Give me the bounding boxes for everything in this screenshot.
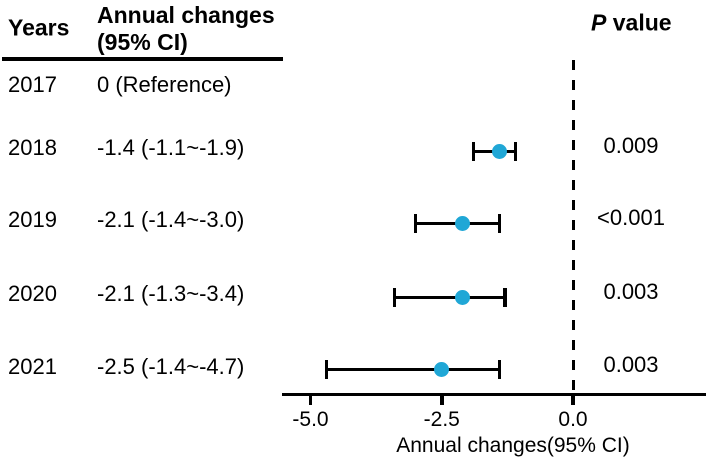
zero-reference-dashed-line [571,60,575,393]
column-header-p-rest: value [606,9,672,36]
estimate-marker-2021 [434,362,450,377]
column-header-p-value: P value [591,10,672,37]
ci-errorbar-line-2020 [394,296,505,299]
ci-cap-high-2020 [503,288,507,307]
x-tick-label--5.0: -5.0 [292,408,329,431]
row-p-value-2018: 0.009 [603,133,659,158]
header-divider-rule [2,57,283,61]
row-ci-2018: -1.4 (-1.1~-1.9) [97,135,245,160]
x-axis-label: Annual changes(95% CI) [396,434,630,457]
ci-cap-high-2021 [497,360,502,379]
x-tick-mark-0.0 [571,394,575,405]
column-header-p-italic: P [591,9,607,36]
ci-cap-low-2018 [471,141,475,161]
x-tick-label--2.5: -2.5 [423,408,460,431]
ci-errorbar-line-2021 [326,368,500,371]
row-p-value-2021: 0.003 [603,352,659,377]
column-header-annual-changes-line2: (95% CI) [97,29,188,55]
row-ci-2019: -2.1 (-1.4~-3.0) [97,207,245,232]
x-tick-label-0.0: 0.0 [558,408,588,431]
estimate-marker-2018 [492,143,507,159]
ci-cap-high-2019 [497,214,502,233]
estimate-marker-2019 [455,216,471,231]
row-ci-2021: -2.5 (-1.4~-4.7) [97,354,245,379]
ci-cap-low-2021 [324,360,328,379]
x-tick-mark--2.5 [440,394,444,405]
row-ci-2020: -2.1 (-1.3~-3.4) [97,281,245,306]
row-ci-2017: 0 (Reference) [97,72,232,97]
estimate-marker-2020 [455,290,471,305]
ci-cap-low-2020 [392,288,397,307]
row-year-2018: 2018 [8,135,57,160]
row-p-value-2020: 0.003 [603,279,659,304]
column-header-annual-changes-line1: Annual changes [97,2,275,28]
ci-cap-high-2018 [513,141,517,161]
x-tick-mark--5.0 [308,394,313,405]
row-p-value-2019: <0.001 [597,205,665,230]
column-header-years: Years [8,14,70,41]
x-axis-line [282,393,706,396]
ci-cap-low-2019 [413,214,418,233]
row-year-2020: 2020 [8,281,57,306]
row-year-2017: 2017 [8,72,57,97]
column-header-annual-changes: Annual changes (95% CI) [97,2,275,56]
row-year-2021: 2021 [8,354,57,379]
row-year-2019: 2019 [8,207,57,232]
